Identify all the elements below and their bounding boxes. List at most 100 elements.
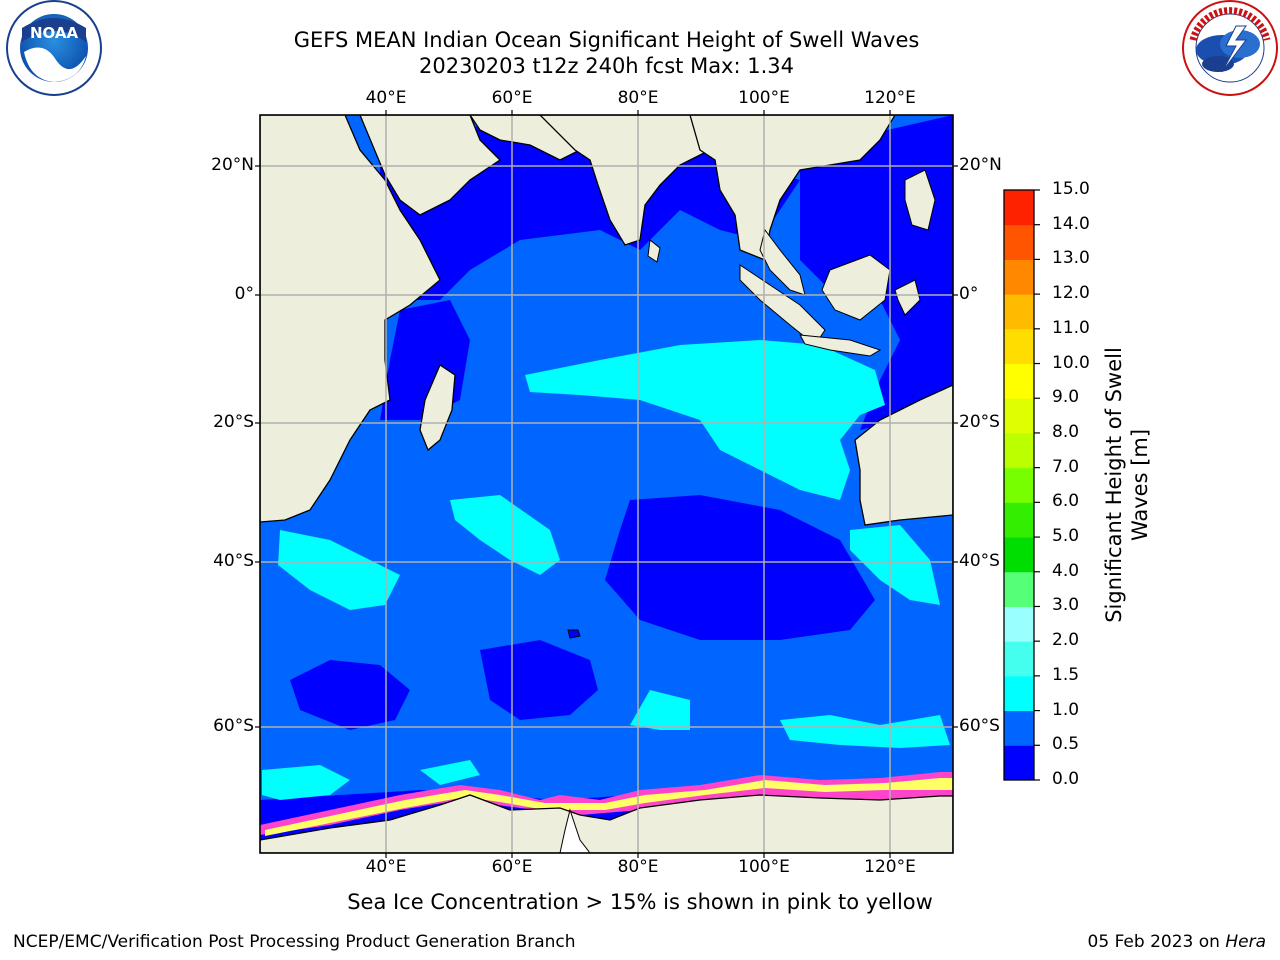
colorbar-segment	[1004, 641, 1034, 677]
colorbar	[1003, 189, 1040, 781]
colorbar-segment	[1004, 224, 1034, 260]
lon-tick-label-top: 40°E	[365, 88, 407, 108]
lon-tick-label-bottom: 80°E	[617, 857, 659, 877]
colorbar-tick-label: 12.0	[1052, 283, 1090, 304]
colorbar-tick-label: 0.5	[1052, 734, 1080, 755]
footer-machine: Hera	[1225, 932, 1266, 952]
colorbar-segment	[1004, 190, 1034, 226]
java-landmass	[799, 334, 882, 357]
colorbar-segment	[1004, 294, 1034, 330]
colorbar-segment	[1004, 745, 1034, 781]
lat-tick-label-right: 20°S	[959, 412, 1000, 432]
colorbar-tick-label: 10.0	[1052, 352, 1090, 373]
colorbar-segment	[1004, 537, 1034, 573]
far-southwest-high-swell	[262, 765, 350, 800]
colorbar-tick-label: 9.0	[1052, 387, 1080, 408]
map-frame	[259, 114, 954, 854]
map-tickmarks	[255, 110, 958, 858]
lat-tick-label-left: 40°S	[213, 551, 254, 571]
sri-lanka-landmass	[647, 239, 661, 263]
colorbar-segment	[1004, 363, 1034, 399]
colorbar-tick-label: 6.0	[1052, 491, 1080, 512]
lat-tick-label-right: 20°N	[959, 155, 1002, 175]
lat-tick-label-left: 20°S	[213, 412, 254, 432]
colorbar-tick-label: 14.0	[1052, 213, 1090, 234]
southeast-high-swell	[850, 525, 940, 605]
antarctica-landmass	[260, 794, 953, 853]
colorbar-tick-label: 15.0	[1052, 179, 1090, 199]
colorbar-tick-label: 2.0	[1052, 630, 1080, 651]
southeast-high-swell-band	[780, 715, 950, 748]
colorbar-segment	[1004, 571, 1034, 607]
map-subtitle: 20230203 t12z 240h fcst Max: 1.34	[419, 54, 794, 78]
map-title: GEFS MEAN Indian Ocean Significant Heigh…	[293, 28, 920, 52]
colorbar-tick-label: 8.0	[1052, 421, 1080, 442]
malay-peninsula-landmass	[759, 228, 806, 296]
footer-timestamp: 05 Feb 2023 on Hera	[1088, 932, 1266, 952]
colorbar-title-line1: Significant Height of Swell	[1102, 347, 1126, 623]
lat-tick-label-right: 60°S	[959, 716, 1000, 736]
kerguelen-island	[567, 629, 581, 639]
west-central-high-swell	[450, 495, 560, 575]
colorbar-tick-label: 5.0	[1052, 526, 1080, 547]
colorbar-frame	[1003, 189, 1035, 781]
colorbar-segment	[1004, 502, 1034, 538]
colorbar-segment	[1004, 432, 1034, 469]
lat-tick-label-right: 40°S	[959, 551, 1000, 571]
lon-tick-label-top: 60°E	[491, 88, 533, 108]
south-central-low-swell	[605, 495, 875, 640]
lon-tick-label-top: 100°E	[738, 88, 790, 108]
footer-credit: NCEP/EMC/Verification Post Processing Pr…	[13, 932, 576, 952]
nws-logo-icon	[1182, 0, 1278, 96]
colorbar-tick-label: 3.0	[1052, 595, 1080, 616]
lon-tick-label-bottom: 120°E	[864, 857, 916, 877]
colorbar-segment	[1004, 467, 1034, 503]
south-low-swell	[480, 640, 598, 720]
map-gridlines	[260, 115, 953, 853]
noaa-logo-icon: NOAA	[6, 0, 102, 96]
lon-tick-label-bottom: 60°E	[491, 857, 533, 877]
colorbar-segment	[1004, 328, 1034, 365]
lat-tick-label-left: 60°S	[213, 716, 254, 736]
lon-tick-label-top: 80°E	[617, 88, 659, 108]
central-high-swell	[525, 340, 885, 500]
lat-tick-label-left: 0°	[234, 284, 254, 304]
colorbar-tick-label: 7.0	[1052, 456, 1080, 477]
colorbar-segment	[1004, 710, 1034, 746]
noaa-logo-text: NOAA	[30, 24, 79, 42]
australia-landmass	[854, 384, 953, 526]
madagascar-landmass	[419, 364, 456, 452]
lon-tick-label-bottom: 100°E	[738, 857, 790, 877]
sulawesi-landmass	[894, 279, 921, 316]
colorbar-tick-label: 0.0	[1052, 769, 1080, 789]
south-high-swell-patch	[630, 690, 690, 730]
lat-tick-label-left: 20°N	[211, 155, 254, 175]
colorbar-segment	[1004, 398, 1034, 434]
southeast-asia-landmass	[689, 115, 896, 261]
southwest-high-swell	[278, 530, 400, 610]
colorbar-segment	[1004, 606, 1034, 642]
colorbar-segment	[1004, 259, 1034, 295]
colorbar-title: Significant Height of Swell Waves [m]	[1101, 347, 1153, 623]
colorbar-tick-label: 1.5	[1052, 664, 1080, 685]
lon-tick-label-top: 120°E	[864, 88, 916, 108]
philippines-landmass	[904, 169, 936, 231]
colorbar-tick-label: 1.0	[1052, 699, 1080, 720]
colorbar-tick-label: 4.0	[1052, 560, 1080, 581]
lon-tick-label-bottom: 40°E	[365, 857, 407, 877]
lat-tick-label-right: 0°	[959, 284, 979, 304]
borneo-landmass	[821, 254, 891, 321]
colorbar-tick-label: 11.0	[1052, 317, 1090, 338]
antarctic-ice-shelf	[559, 808, 591, 853]
colorbar-segment	[1004, 675, 1034, 712]
footer-date: 05 Feb 2023 on	[1087, 932, 1226, 952]
arabia-landmass	[359, 115, 502, 216]
sea-ice-footnote: Sea Ice Concentration > 15% is shown in …	[347, 890, 933, 914]
sea-ice-core	[265, 778, 953, 836]
southwest-low-swell	[290, 660, 410, 730]
colorbar-title-line2: Waves [m]	[1128, 428, 1152, 542]
colorbar-tick-label: 13.0	[1052, 248, 1090, 269]
southern-high-swell-patch	[420, 760, 480, 785]
africa-landmass	[260, 115, 441, 523]
